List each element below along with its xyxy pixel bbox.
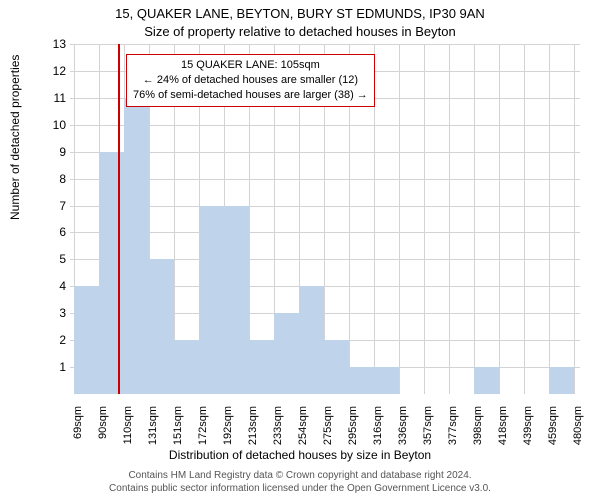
footer-line-1: Contains HM Land Registry data © Crown c… (128, 470, 471, 481)
gridline-vertical (399, 44, 400, 394)
reference-line (118, 44, 120, 394)
chart-area: 1234567891011121369sqm90sqm110sqm131sqm1… (70, 44, 580, 394)
callout-line-2: ← 24% of detached houses are smaller (12… (143, 74, 358, 86)
histogram-bar (149, 259, 174, 394)
gridline-horizontal (70, 44, 580, 45)
chart-container: 15, QUAKER LANE, BEYTON, BURY ST EDMUNDS… (0, 0, 600, 500)
y-tick-label: 11 (42, 91, 66, 105)
y-tick-label: 10 (42, 118, 66, 132)
histogram-bar (74, 286, 99, 394)
histogram-bar (174, 340, 199, 394)
histogram-bar (324, 340, 349, 394)
histogram-bar (474, 367, 499, 394)
y-tick-label: 2 (42, 333, 66, 347)
histogram-bar (349, 367, 374, 394)
histogram-bar (549, 367, 574, 394)
histogram-bar (249, 340, 274, 394)
plot-region: 1234567891011121369sqm90sqm110sqm131sqm1… (70, 44, 580, 394)
title-line-1: 15, QUAKER LANE, BEYTON, BURY ST EDMUNDS… (0, 6, 600, 21)
y-tick-label: 4 (42, 279, 66, 293)
footer-line-2: Contains public sector information licen… (109, 483, 491, 494)
callout-line-1: 15 QUAKER LANE: 105sqm (181, 59, 320, 71)
y-tick-label: 9 (42, 145, 66, 159)
y-axis-label: Number of detached properties (8, 55, 22, 220)
gridline-vertical (474, 44, 475, 394)
y-tick-label: 8 (42, 172, 66, 186)
histogram-bar (199, 206, 224, 394)
histogram-bar (374, 367, 399, 394)
histogram-bar (224, 206, 249, 394)
histogram-bar (124, 98, 149, 394)
y-tick-label: 7 (42, 199, 66, 213)
histogram-bar (274, 313, 299, 394)
gridline-vertical (449, 44, 450, 394)
y-tick-label: 3 (42, 306, 66, 320)
title-line-2: Size of property relative to detached ho… (0, 24, 600, 39)
gridline-vertical (524, 44, 525, 394)
gridline-vertical (574, 44, 575, 394)
y-tick-label: 13 (42, 37, 66, 51)
y-tick-label: 12 (42, 64, 66, 78)
callout-line-3: 76% of semi-detached houses are larger (… (133, 89, 368, 101)
callout-box: 15 QUAKER LANE: 105sqm ← 24% of detached … (126, 54, 375, 107)
histogram-bar (99, 152, 124, 394)
y-tick-label: 5 (42, 252, 66, 266)
x-axis-label: Distribution of detached houses by size … (0, 448, 600, 462)
y-tick-label: 1 (42, 360, 66, 374)
footer-text: Contains HM Land Registry data © Crown c… (0, 469, 600, 495)
gridline-vertical (424, 44, 425, 394)
histogram-bar (299, 286, 324, 394)
gridline-vertical (549, 44, 550, 394)
y-tick-label: 6 (42, 225, 66, 239)
gridline-vertical (499, 44, 500, 394)
